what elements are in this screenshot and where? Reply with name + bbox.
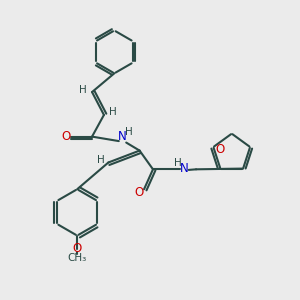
Text: O: O <box>134 186 143 199</box>
Text: H: H <box>97 154 105 164</box>
Text: H: H <box>79 85 86 95</box>
Text: H: H <box>174 158 182 168</box>
Text: O: O <box>61 130 70 143</box>
Text: H: H <box>125 127 133 137</box>
Text: O: O <box>73 242 82 255</box>
Text: O: O <box>215 143 224 156</box>
Text: H: H <box>109 107 117 117</box>
Text: N: N <box>180 162 189 175</box>
Text: CH₃: CH₃ <box>68 254 87 263</box>
Text: N: N <box>118 130 127 143</box>
